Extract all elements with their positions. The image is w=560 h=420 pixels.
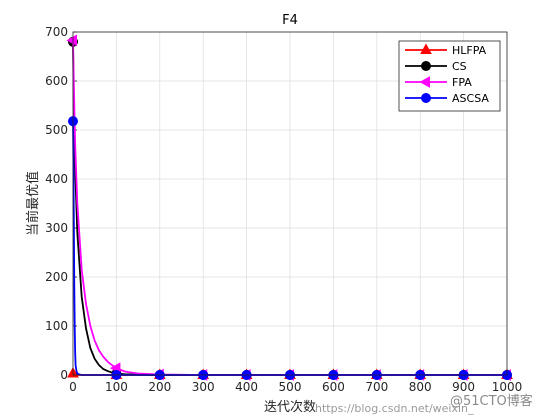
legend-label: ASCSA: [452, 92, 489, 105]
legend-label: HLFPA: [452, 44, 487, 57]
legend-marker: [420, 43, 432, 54]
y-tick-label: 200: [45, 270, 68, 284]
x-axis-label: 迭代次数: [264, 399, 316, 415]
x-tick-label: 200: [148, 380, 171, 394]
x-tick-labels: 0 100 200 300 400 500 600 700 800 900 1000: [69, 380, 522, 394]
x-tick-label: 100: [105, 380, 128, 394]
legend-item: ASCSA: [405, 92, 489, 105]
x-tick-label: 400: [235, 380, 258, 394]
legend-item: FPA: [405, 76, 472, 89]
x-tick-label: 800: [409, 380, 432, 394]
x-tick-label: 500: [279, 380, 302, 394]
x-tick-label: 900: [452, 380, 475, 394]
x-tick-label: 0: [69, 380, 77, 394]
chart-title: F4: [282, 13, 298, 28]
data-point: [66, 34, 77, 47]
x-tick-label: 1000: [492, 380, 523, 394]
y-axis-label: 当前最优值: [25, 171, 41, 236]
y-tick-label: 600: [45, 74, 68, 88]
legend-marker: [421, 61, 431, 71]
legend-marker: [419, 76, 430, 88]
y-tick-label: 700: [45, 25, 68, 39]
legend-label: CS: [452, 60, 467, 73]
y-tick-label: 0: [60, 368, 68, 382]
legend-box: [398, 40, 501, 112]
legend: HLFPA CS FPA ASCSA: [398, 40, 501, 112]
y-tick-label: 500: [45, 123, 68, 137]
watermark-brand: @51CTO博客: [450, 393, 533, 409]
x-tick-label: 300: [192, 380, 215, 394]
x-tick-label: 700: [365, 380, 388, 394]
legend-label: FPA: [452, 76, 472, 89]
legend-item: CS: [405, 60, 467, 73]
x-tick-label: 600: [322, 380, 345, 394]
legend-item: HLFPA: [405, 43, 487, 57]
y-tick-label: 100: [45, 319, 68, 333]
y-tick-label: 300: [45, 221, 68, 235]
legend-marker: [421, 93, 431, 103]
watermark-text: https://blog.csdn.net/weixin_: [315, 402, 474, 415]
y-tick-labels: 0 100 200 300 400 500 600 700: [45, 25, 68, 382]
plot-frame: [72, 31, 508, 376]
y-tick-label: 400: [45, 172, 68, 186]
